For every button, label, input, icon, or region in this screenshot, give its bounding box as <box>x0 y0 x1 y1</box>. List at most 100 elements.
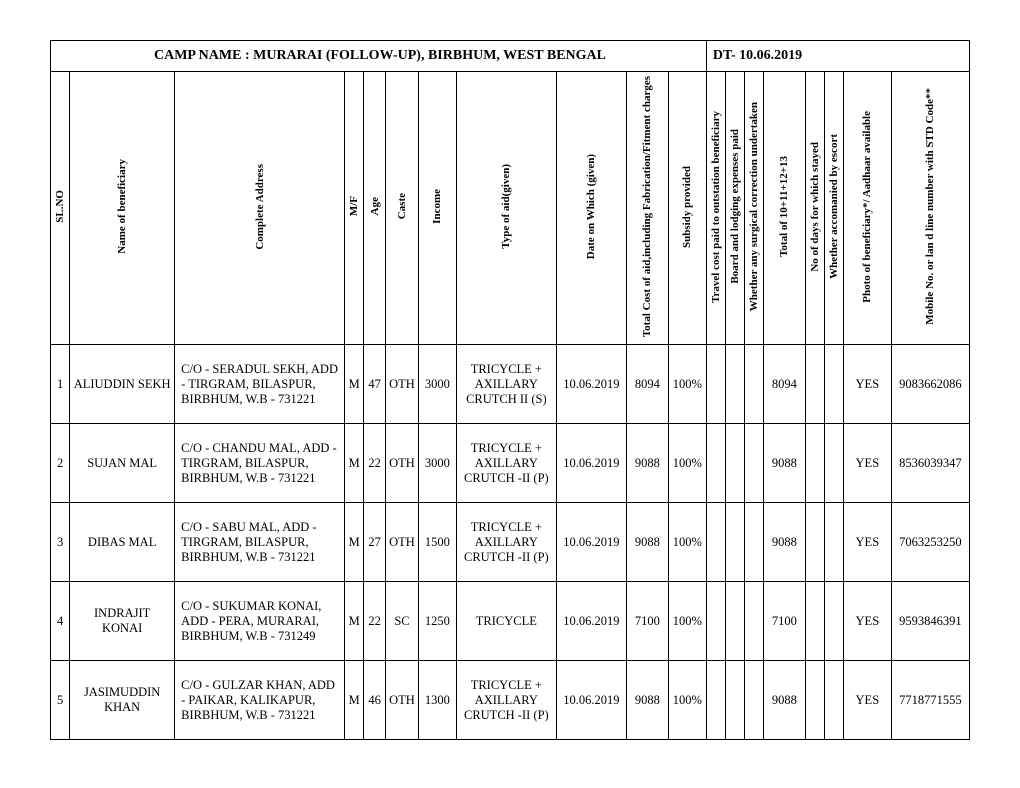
cell-surg <box>744 661 763 740</box>
cell-total: 8094 <box>763 345 805 424</box>
cell-sl: 5 <box>51 661 70 740</box>
title-row: CAMP NAME : MURARAI (FOLLOW-UP), BIRBHUM… <box>51 41 970 72</box>
cell-date: 10.06.2019 <box>556 582 626 661</box>
cell-subsidy: 100% <box>668 582 706 661</box>
cell-age: 22 <box>364 424 386 503</box>
col-sl: SL.NO <box>51 72 70 345</box>
cell-mobile: 9083662086 <box>891 345 969 424</box>
cell-income: 1250 <box>418 582 456 661</box>
cell-aid: TRICYCLE + AXILLARY CRUTCH II (S) <box>456 345 556 424</box>
cell-aid: TRICYCLE <box>456 582 556 661</box>
cell-surg <box>744 503 763 582</box>
cell-days <box>805 424 824 503</box>
cell-income: 1500 <box>418 503 456 582</box>
cell-mf: M <box>345 503 364 582</box>
col-total: Total of 10+11+12+13 <box>763 72 805 345</box>
col-caste: Caste <box>386 72 419 345</box>
cell-photo: YES <box>843 345 891 424</box>
header-row: SL.NO Name of beneficiary Complete Addre… <box>51 72 970 345</box>
cell-cost: 9088 <box>626 661 668 740</box>
cell-date: 10.06.2019 <box>556 424 626 503</box>
table-row: 2SUJAN MALC/O - CHANDU MAL, ADD - TIRGRA… <box>51 424 970 503</box>
cell-days <box>805 582 824 661</box>
cell-sl: 3 <box>51 503 70 582</box>
cell-name: INDRAJIT KONAI <box>70 582 175 661</box>
cell-income: 1300 <box>418 661 456 740</box>
col-addr: Complete Address <box>175 72 345 345</box>
col-age: Age <box>364 72 386 345</box>
cell-aid: TRICYCLE + AXILLARY CRUTCH -II (P) <box>456 661 556 740</box>
col-travel: Travel cost paid to outstation beneficia… <box>706 72 725 345</box>
cell-caste: OTH <box>386 424 419 503</box>
table-row: 1ALIUDDIN SEKHC/O - SERADUL SEKH, ADD - … <box>51 345 970 424</box>
cell-sl: 4 <box>51 582 70 661</box>
cell-board <box>725 582 744 661</box>
col-income: Income <box>418 72 456 345</box>
cell-cost: 9088 <box>626 503 668 582</box>
cell-photo: YES <box>843 503 891 582</box>
col-photo: Photo of beneficiary*/ Aadhaar available <box>843 72 891 345</box>
cell-travel <box>706 424 725 503</box>
cell-addr: C/O - SERADUL SEKH, ADD - TIRGRAM, BILAS… <box>175 345 345 424</box>
cell-age: 22 <box>364 582 386 661</box>
cell-mf: M <box>345 661 364 740</box>
cell-name: ALIUDDIN SEKH <box>70 345 175 424</box>
cell-aid: TRICYCLE + AXILLARY CRUTCH -II (P) <box>456 424 556 503</box>
cell-income: 3000 <box>418 424 456 503</box>
col-escort: Whether accomanied by escort <box>824 72 843 345</box>
col-days: No of days for which stayed <box>805 72 824 345</box>
cell-escort <box>824 424 843 503</box>
cell-caste: OTH <box>386 661 419 740</box>
cell-days <box>805 503 824 582</box>
cell-total: 9088 <box>763 424 805 503</box>
cell-addr: C/O - SABU MAL, ADD - TIRGRAM, BILASPUR,… <box>175 503 345 582</box>
cell-board <box>725 503 744 582</box>
cell-photo: YES <box>843 424 891 503</box>
cell-days <box>805 661 824 740</box>
col-mf: M/F <box>345 72 364 345</box>
cell-age: 27 <box>364 503 386 582</box>
beneficiary-table: CAMP NAME : MURARAI (FOLLOW-UP), BIRBHUM… <box>50 40 970 740</box>
col-subsidy: Subsidy provided <box>668 72 706 345</box>
col-date: Date on Which (given) <box>556 72 626 345</box>
cell-name: SUJAN MAL <box>70 424 175 503</box>
cell-cost: 9088 <box>626 424 668 503</box>
cell-mobile: 9593846391 <box>891 582 969 661</box>
cell-subsidy: 100% <box>668 661 706 740</box>
camp-name: CAMP NAME : MURARAI (FOLLOW-UP), BIRBHUM… <box>51 41 707 72</box>
cell-age: 47 <box>364 345 386 424</box>
cell-date: 10.06.2019 <box>556 345 626 424</box>
cell-sl: 1 <box>51 345 70 424</box>
cell-escort <box>824 661 843 740</box>
cell-date: 10.06.2019 <box>556 661 626 740</box>
cell-days <box>805 345 824 424</box>
cell-addr: C/O - CHANDU MAL, ADD - TIRGRAM, BILASPU… <box>175 424 345 503</box>
cell-escort <box>824 503 843 582</box>
cell-addr: C/O - GULZAR KHAN, ADD - PAIKAR, KALIKAP… <box>175 661 345 740</box>
col-aid: Type of aid(given) <box>456 72 556 345</box>
cell-photo: YES <box>843 661 891 740</box>
table-row: 4INDRAJIT KONAIC/O - SUKUMAR KONAI, ADD … <box>51 582 970 661</box>
cell-surg <box>744 582 763 661</box>
col-cost: Total Cost of aid,including Fabrication/… <box>626 72 668 345</box>
cell-addr: C/O - SUKUMAR KONAI, ADD - PERA, MURARAI… <box>175 582 345 661</box>
cell-travel <box>706 661 725 740</box>
table-row: 5JASIMUDDIN KHANC/O - GULZAR KHAN, ADD -… <box>51 661 970 740</box>
cell-sl: 2 <box>51 424 70 503</box>
cell-travel <box>706 345 725 424</box>
cell-total: 9088 <box>763 503 805 582</box>
cell-date: 10.06.2019 <box>556 503 626 582</box>
cell-name: JASIMUDDIN KHAN <box>70 661 175 740</box>
cell-caste: OTH <box>386 503 419 582</box>
cell-board <box>725 345 744 424</box>
cell-surg <box>744 345 763 424</box>
cell-total: 9088 <box>763 661 805 740</box>
cell-cost: 7100 <box>626 582 668 661</box>
cell-mf: M <box>345 424 364 503</box>
cell-aid: TRICYCLE + AXILLARY CRUTCH -II (P) <box>456 503 556 582</box>
cell-mobile: 8536039347 <box>891 424 969 503</box>
cell-subsidy: 100% <box>668 503 706 582</box>
cell-board <box>725 424 744 503</box>
cell-mobile: 7718771555 <box>891 661 969 740</box>
cell-travel <box>706 503 725 582</box>
